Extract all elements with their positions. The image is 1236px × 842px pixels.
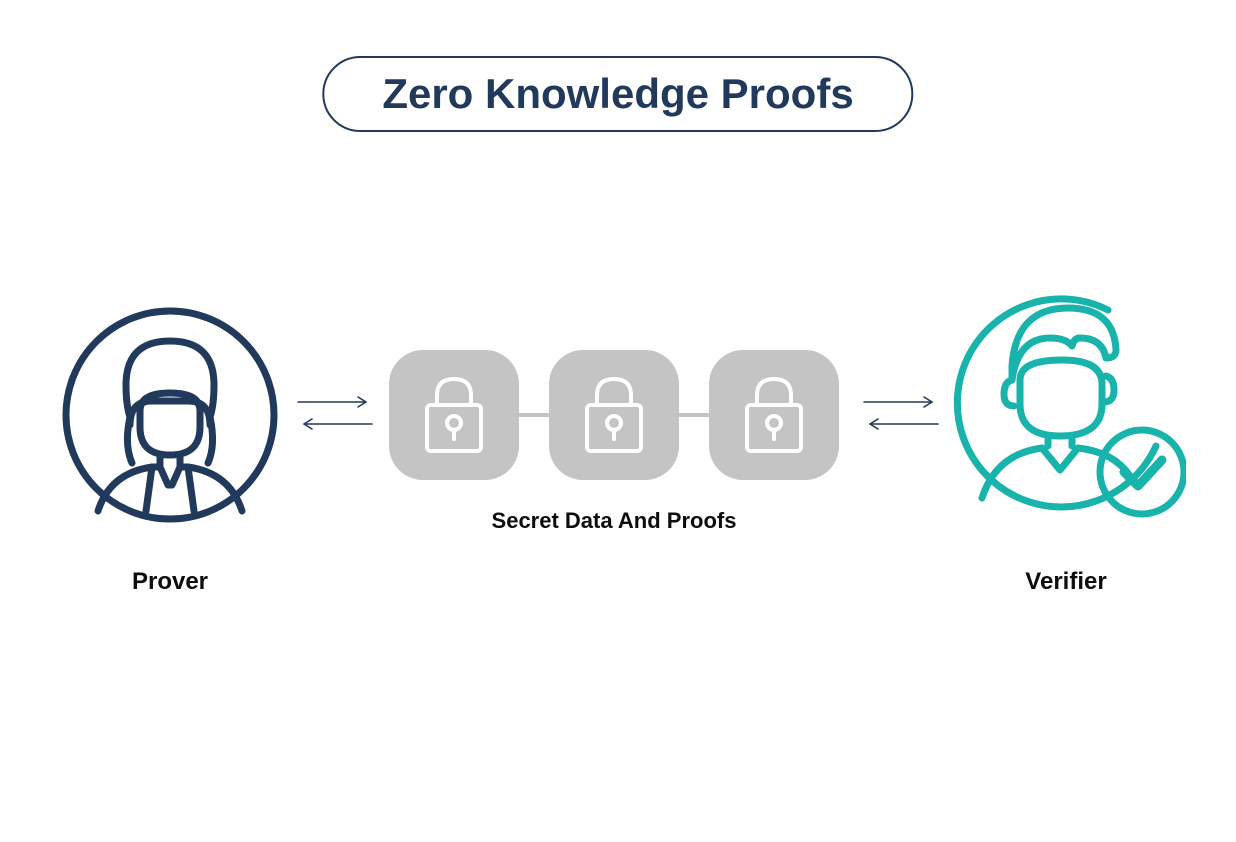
lock-icon [739,373,809,457]
arrow-center-to-prover [296,416,374,432]
arrow-prover-to-center [296,394,374,410]
lock-icon [419,373,489,457]
diagram-canvas: Zero Knowledge Proofs Prover [0,0,1236,842]
lock-node-1 [389,350,519,480]
lock-node-3 [709,350,839,480]
center-label: Secret Data And Proofs [389,508,839,534]
lock-connector-1 [519,413,549,417]
prover-icon [60,305,280,525]
prover-label: Prover [60,568,280,596]
diagram-title: Zero Knowledge Proofs [322,56,913,132]
arrow-verifier-to-center [862,416,940,432]
lock-icon [579,373,649,457]
lock-node-2 [549,350,679,480]
verifier-label: Verifier [956,568,1176,596]
verifier-icon [946,288,1186,528]
lock-connector-2 [679,413,709,417]
arrow-center-to-verifier [862,394,940,410]
